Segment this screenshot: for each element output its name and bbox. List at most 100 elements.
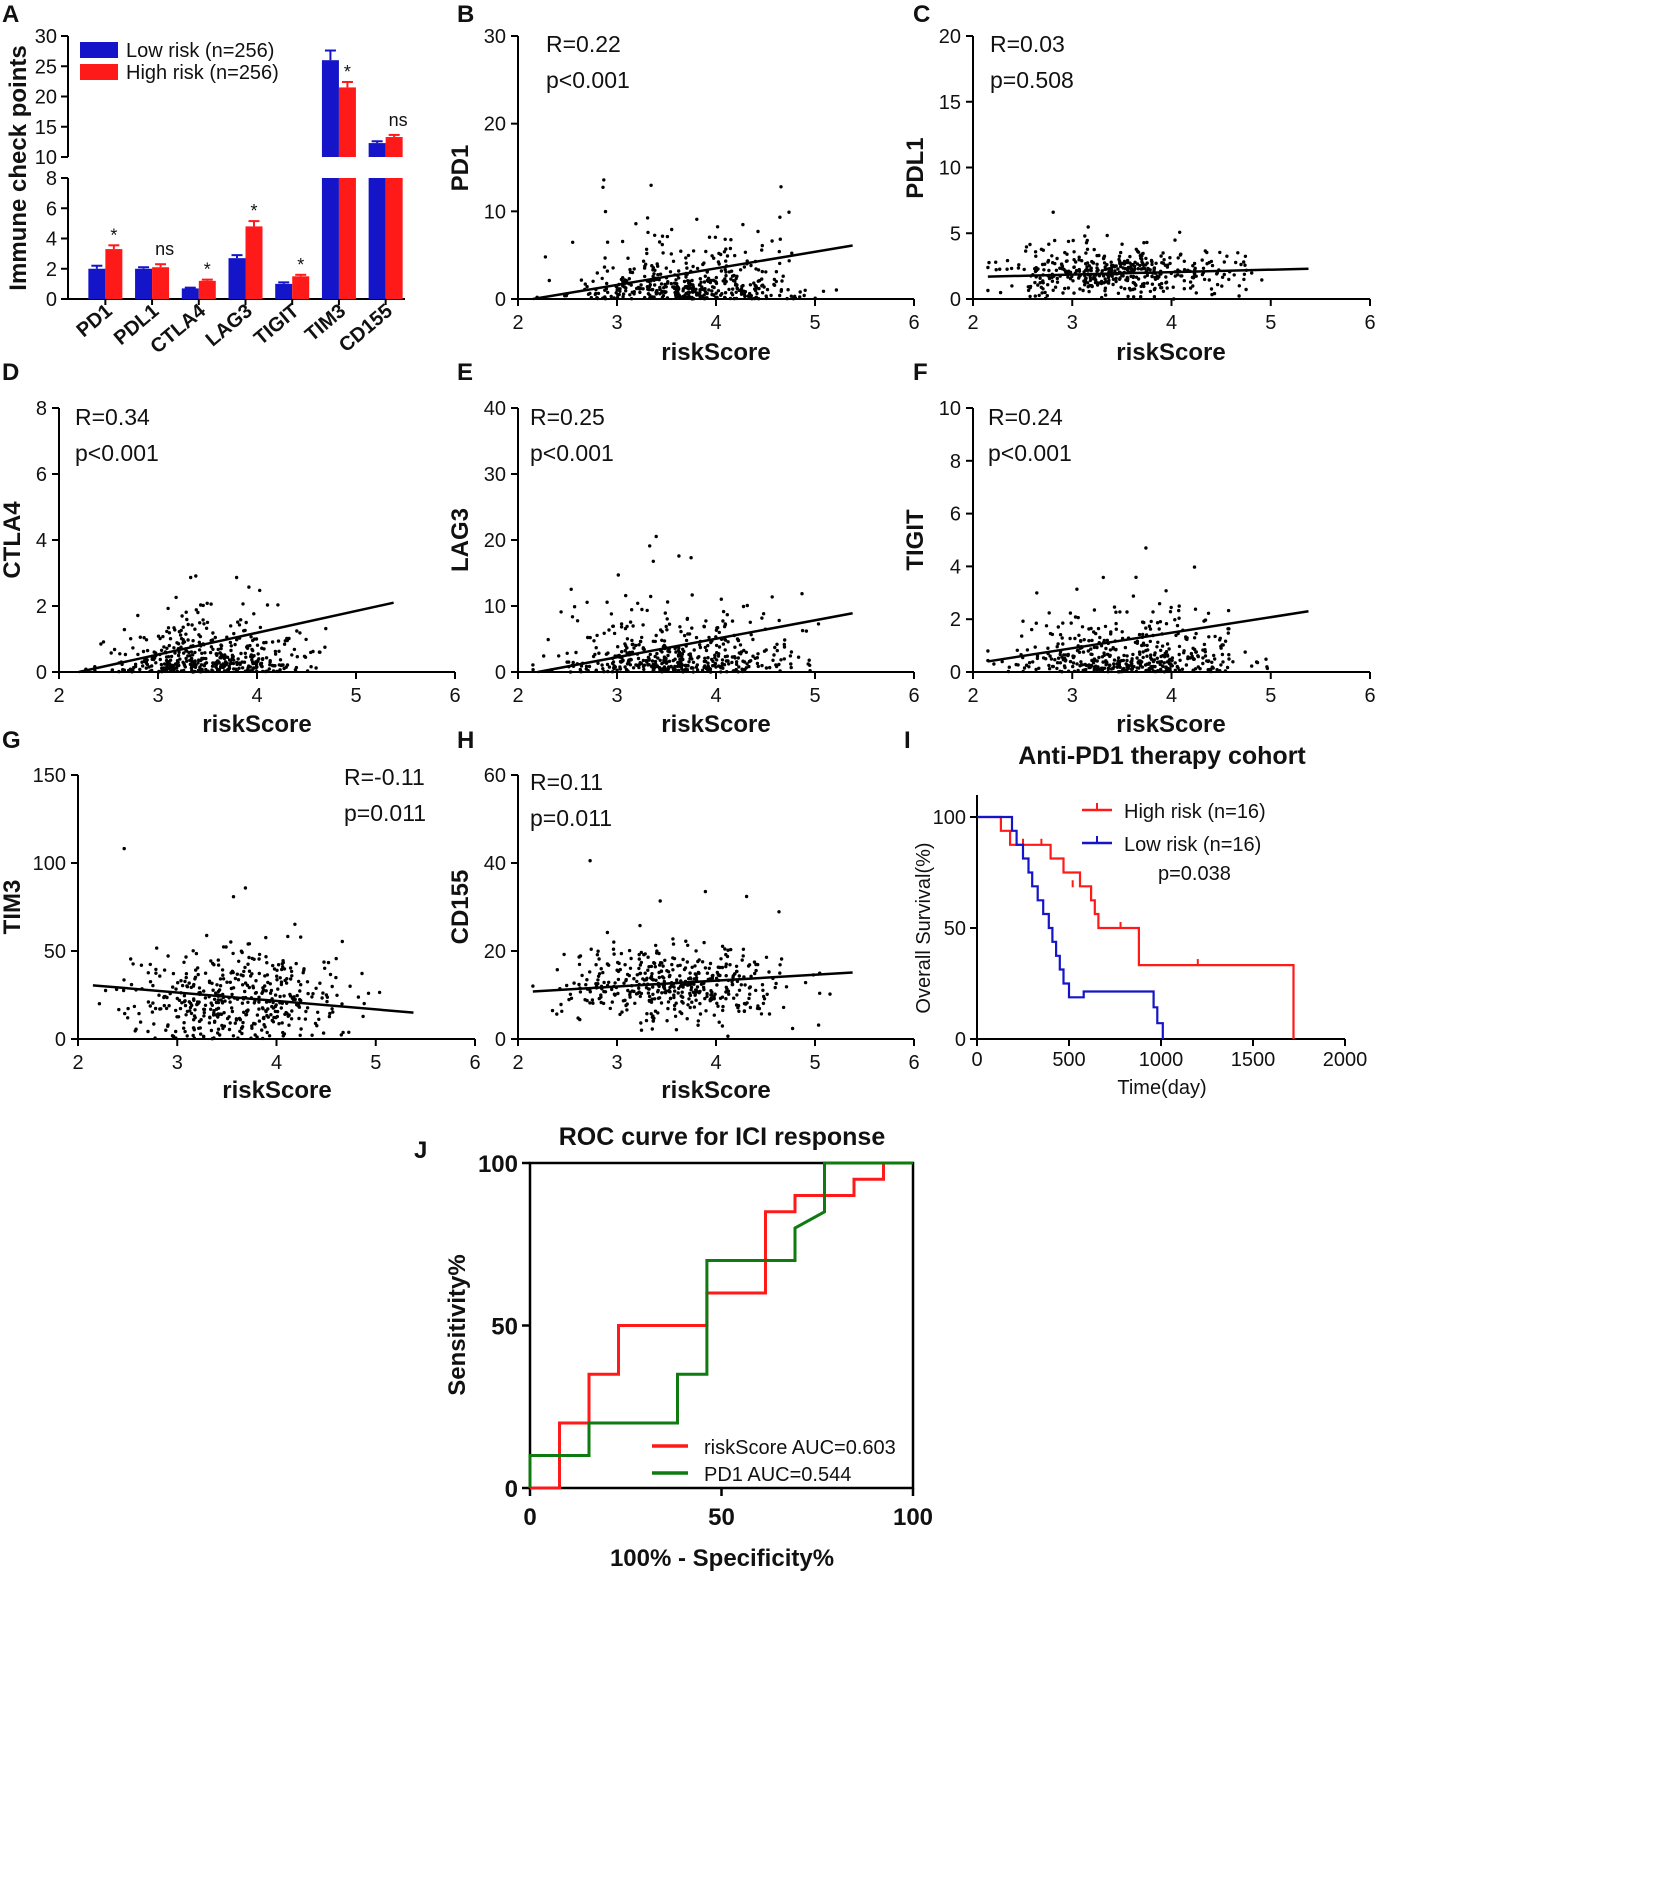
data-point — [1193, 607, 1198, 611]
data-point — [1113, 269, 1117, 273]
data-point — [694, 635, 699, 640]
data-point — [1075, 662, 1079, 666]
data-point — [340, 1002, 344, 1006]
data-point — [1212, 653, 1216, 658]
data-point — [623, 998, 627, 1002]
x-tick-label: 5 — [370, 1052, 381, 1074]
data-point — [685, 616, 690, 621]
data-point — [664, 624, 668, 629]
data-point — [639, 950, 643, 955]
data-point — [202, 1035, 206, 1039]
data-point — [170, 666, 174, 670]
data-point — [209, 1028, 214, 1033]
data-point — [741, 222, 745, 227]
data-point — [649, 183, 653, 187]
data-point — [171, 985, 175, 989]
data-point — [665, 969, 669, 973]
data-point — [148, 980, 153, 984]
data-point — [138, 635, 142, 639]
data-point — [585, 285, 589, 289]
data-point — [603, 209, 608, 214]
data-point — [285, 663, 290, 667]
data-point — [273, 993, 278, 997]
data-point — [671, 937, 675, 941]
data-point — [279, 980, 284, 984]
data-point — [1125, 654, 1129, 658]
data-point — [627, 277, 631, 281]
data-point — [689, 556, 693, 560]
data-point — [690, 278, 694, 283]
data-point — [298, 1033, 302, 1038]
data-point — [753, 288, 758, 293]
data-point — [1164, 281, 1168, 285]
data-point — [774, 663, 778, 667]
data-point — [261, 1007, 265, 1011]
data-point — [1144, 546, 1148, 550]
y-tick-label: 10 — [939, 398, 961, 420]
data-point — [1028, 294, 1032, 299]
data-point — [1068, 611, 1073, 615]
data-point — [596, 291, 601, 296]
data-point — [199, 663, 204, 667]
data-point — [297, 979, 301, 984]
data-point — [688, 1005, 692, 1010]
data-point — [723, 277, 727, 281]
data-point — [162, 645, 166, 649]
data-point — [730, 660, 734, 665]
data-point — [610, 670, 615, 674]
data-point — [212, 963, 216, 967]
data-point — [335, 993, 339, 997]
r-value: R=0.25 — [530, 404, 605, 430]
data-point — [200, 656, 204, 661]
data-point — [596, 949, 600, 953]
data-point — [679, 662, 684, 666]
data-point — [639, 960, 644, 965]
data-point — [223, 999, 227, 1003]
data-point — [686, 943, 690, 947]
data-point — [1105, 638, 1110, 642]
data-point — [778, 971, 782, 975]
x-tick-label: 500 — [1052, 1049, 1085, 1071]
data-point — [684, 256, 688, 260]
data-point — [531, 663, 535, 667]
data-point — [298, 989, 302, 993]
regression-line — [537, 612, 853, 674]
x-tick-label: 3 — [1067, 685, 1078, 707]
data-point — [1005, 258, 1010, 263]
data-point — [623, 665, 627, 669]
data-point — [798, 290, 802, 294]
data-point — [219, 646, 223, 651]
data-point — [738, 268, 743, 272]
data-point — [1200, 258, 1204, 262]
data-point — [1243, 650, 1247, 654]
data-point — [183, 665, 187, 669]
data-point — [998, 290, 1003, 295]
data-point — [1116, 267, 1120, 271]
data-point — [1054, 268, 1059, 272]
data-point — [1196, 654, 1200, 658]
data-point — [1168, 610, 1173, 614]
data-point — [741, 947, 746, 951]
data-point — [1221, 660, 1225, 664]
data-point — [601, 1001, 606, 1006]
data-point — [645, 608, 649, 613]
data-point — [1140, 620, 1145, 624]
data-point — [649, 296, 654, 300]
data-point — [656, 264, 660, 268]
data-point — [588, 635, 592, 640]
data-point — [1072, 265, 1076, 269]
data-point — [314, 666, 318, 670]
x-tick-label: 6 — [908, 1052, 919, 1074]
data-point — [1165, 660, 1170, 664]
data-point — [643, 295, 647, 300]
data-point — [1066, 286, 1071, 290]
data-point — [761, 1001, 766, 1006]
data-point — [637, 287, 642, 291]
data-point — [268, 982, 272, 986]
data-point — [212, 1011, 216, 1015]
data-point — [760, 616, 764, 620]
data-point — [1086, 225, 1090, 229]
data-point — [724, 974, 728, 978]
data-point — [777, 249, 781, 254]
data-point — [253, 1022, 257, 1026]
